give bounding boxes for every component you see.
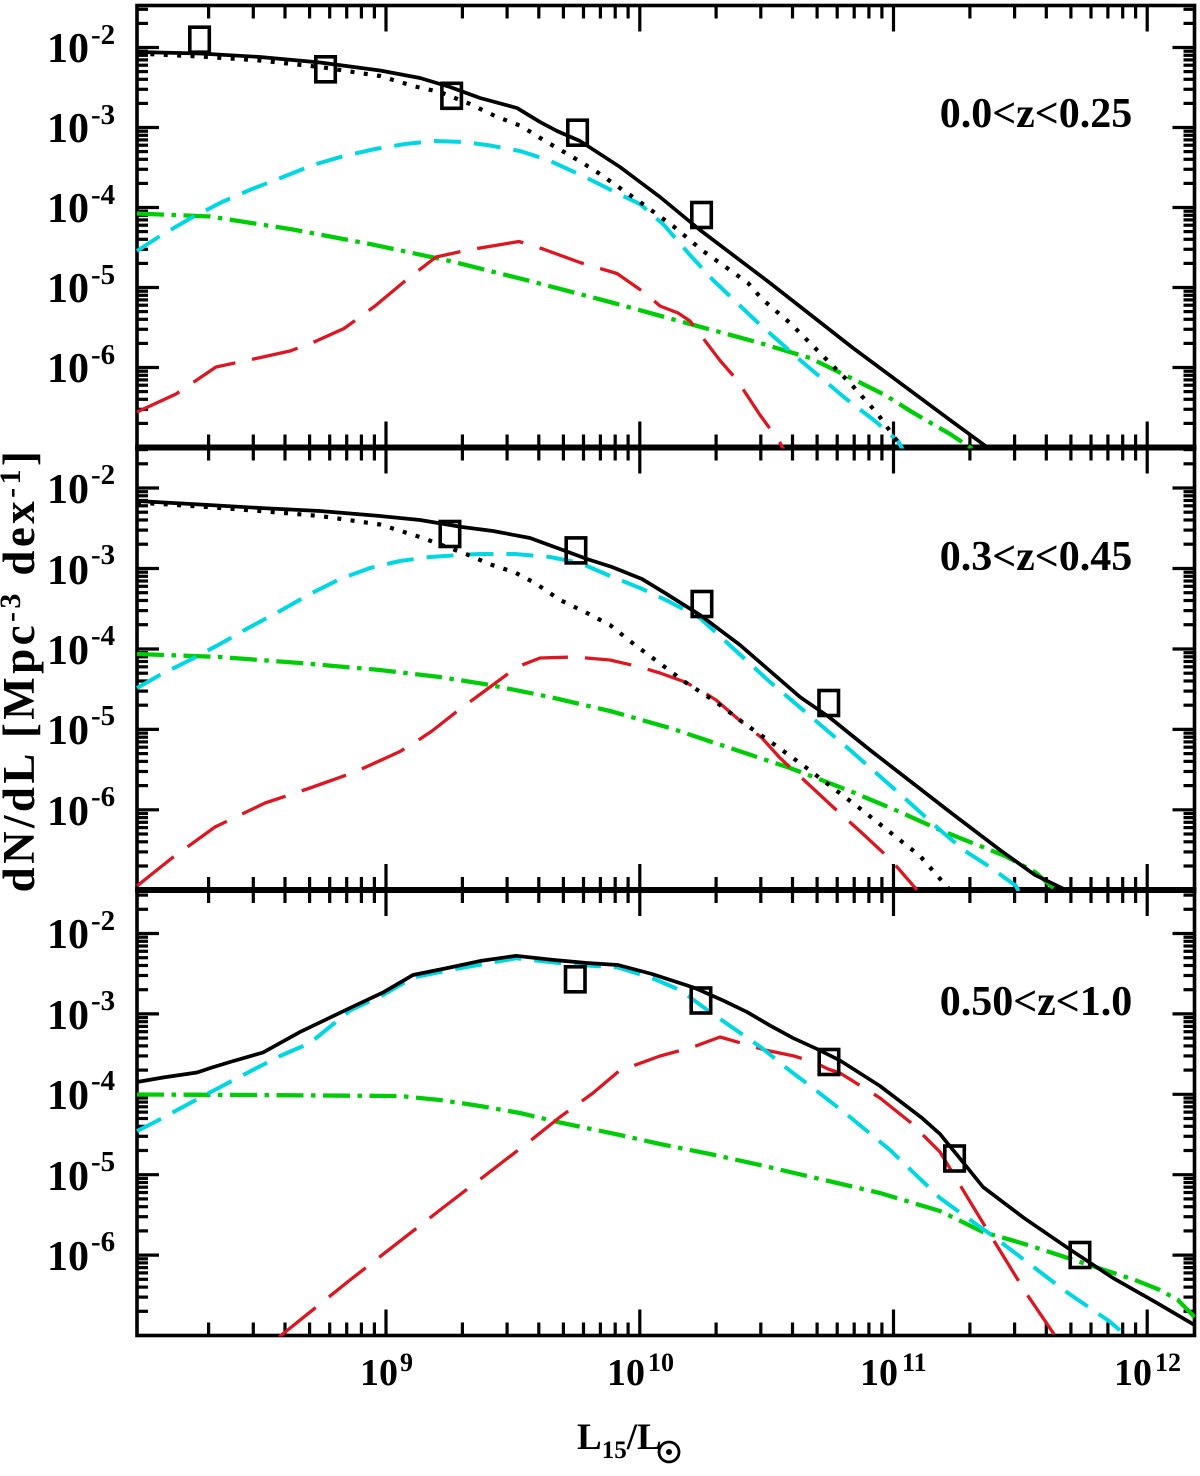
svg-text:10: 10 <box>47 708 89 754</box>
svg-text:-3: -3 <box>91 99 115 131</box>
svg-text:-5: -5 <box>91 1146 115 1178</box>
svg-text:-5: -5 <box>91 259 115 291</box>
svg-text:-2: -2 <box>91 459 115 491</box>
svg-text:12: 12 <box>1155 1348 1181 1377</box>
svg-text:10: 10 <box>47 266 89 312</box>
svg-text:10: 10 <box>47 186 89 232</box>
svg-text:10: 10 <box>47 912 89 958</box>
svg-text:10: 10 <box>47 346 89 392</box>
svg-text:10: 10 <box>360 1352 398 1394</box>
svg-text:-2: -2 <box>91 19 115 51</box>
svg-text:10: 10 <box>47 993 89 1039</box>
svg-text:10: 10 <box>47 1234 89 1280</box>
svg-text:10: 10 <box>860 1352 898 1394</box>
svg-text:-4: -4 <box>91 620 115 652</box>
svg-text:-6: -6 <box>91 1226 115 1258</box>
svg-text:-3: -3 <box>91 985 115 1017</box>
svg-text:-6: -6 <box>91 339 115 371</box>
svg-text:10: 10 <box>47 26 89 72</box>
svg-text:0.0<z<0.25: 0.0<z<0.25 <box>940 91 1133 137</box>
svg-text:-3: -3 <box>91 539 115 571</box>
svg-text:dN/dL [Mpc-3 dex-1]: dN/dL [Mpc-3 dex-1] <box>0 448 44 893</box>
svg-text:10: 10 <box>648 1348 674 1377</box>
svg-text:10: 10 <box>47 789 89 835</box>
svg-text:10: 10 <box>47 106 89 152</box>
svg-text:10: 10 <box>607 1352 645 1394</box>
svg-text:-2: -2 <box>91 905 115 937</box>
svg-text:-4: -4 <box>91 179 115 211</box>
svg-text:11: 11 <box>902 1348 927 1377</box>
svg-text:10: 10 <box>47 467 89 513</box>
svg-text:10: 10 <box>1114 1352 1152 1394</box>
svg-text:-6: -6 <box>91 781 115 813</box>
svg-text:10: 10 <box>47 1154 89 1200</box>
svg-text:0.50<z<1.0: 0.50<z<1.0 <box>940 979 1133 1025</box>
svg-text:9: 9 <box>400 1348 413 1377</box>
svg-text:10: 10 <box>47 548 89 594</box>
svg-text:-4: -4 <box>91 1065 115 1097</box>
svg-text:10: 10 <box>47 628 89 674</box>
svg-text:0.3<z<0.45: 0.3<z<0.45 <box>940 534 1133 580</box>
svg-text:10: 10 <box>47 1073 89 1119</box>
svg-text:-5: -5 <box>91 700 115 732</box>
